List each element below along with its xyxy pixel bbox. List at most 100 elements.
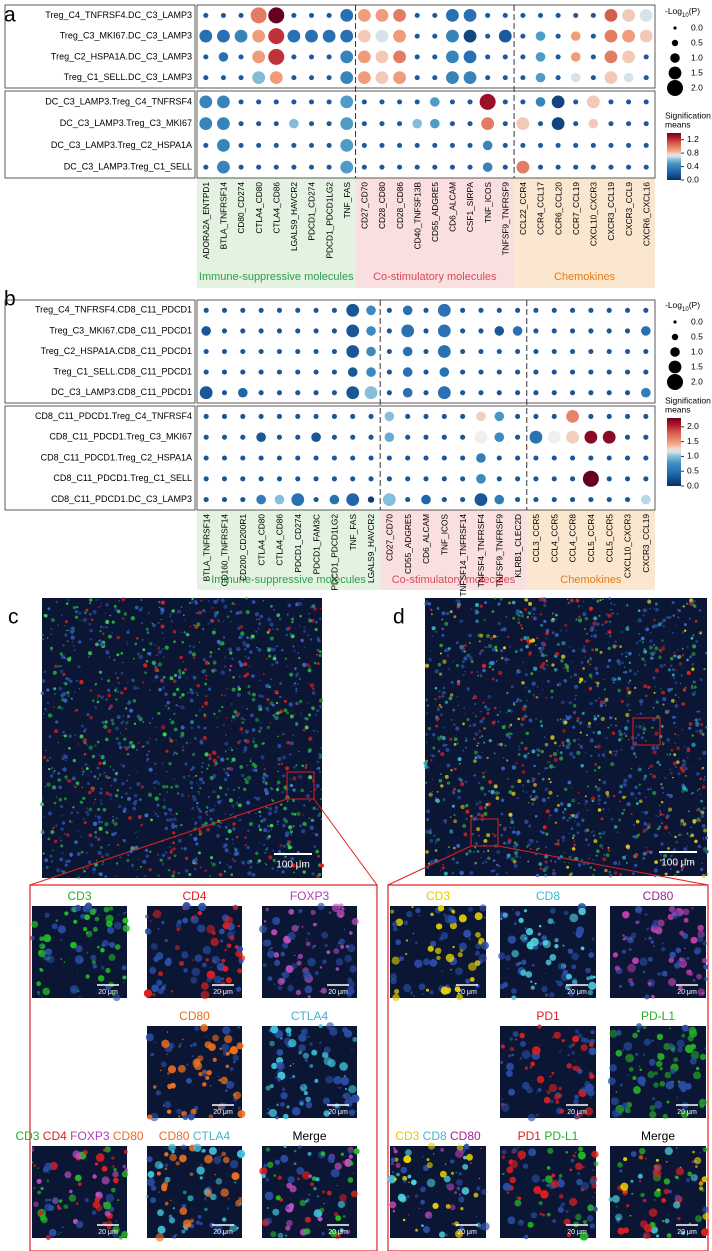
cell	[695, 1165, 698, 1168]
cell	[281, 790, 284, 794]
cell	[521, 784, 525, 787]
cell	[679, 957, 683, 962]
cell	[325, 1075, 334, 1084]
cell	[552, 617, 555, 621]
cell	[429, 754, 432, 756]
cell	[526, 636, 530, 639]
cell	[499, 823, 502, 827]
cell	[601, 830, 606, 836]
cell	[627, 695, 629, 697]
cell	[563, 1218, 571, 1226]
cell	[209, 651, 213, 654]
cell	[147, 612, 150, 614]
cell	[105, 698, 108, 701]
cell	[665, 919, 667, 921]
cell	[614, 640, 617, 643]
cell	[247, 684, 251, 688]
scale-label: 20 μm	[567, 989, 587, 996]
cell	[173, 640, 176, 644]
cell	[685, 989, 688, 992]
size-legend-dot	[667, 80, 683, 96]
cell	[74, 691, 76, 693]
cell	[674, 704, 679, 708]
dot	[430, 118, 440, 129]
dot	[322, 29, 336, 43]
cell	[403, 1155, 412, 1164]
cell	[598, 614, 601, 617]
cell	[694, 839, 698, 844]
cell	[633, 672, 637, 676]
cell	[160, 1061, 167, 1068]
cell	[57, 778, 61, 782]
cell	[41, 831, 45, 835]
cell	[270, 604, 273, 608]
cell	[491, 610, 495, 613]
cell	[205, 1036, 207, 1038]
cell	[170, 720, 175, 725]
cell	[679, 1166, 682, 1169]
cell	[532, 693, 535, 696]
cell	[437, 736, 442, 741]
cell	[554, 651, 560, 657]
cell	[56, 868, 61, 873]
cell	[126, 779, 129, 782]
dot	[393, 71, 406, 85]
cell	[50, 829, 55, 834]
dot	[295, 390, 301, 396]
cell	[440, 713, 444, 717]
cell	[163, 799, 166, 801]
dot	[289, 118, 299, 129]
cell	[226, 757, 229, 761]
cell	[481, 751, 483, 753]
dot	[423, 434, 429, 440]
dot	[608, 164, 614, 170]
cell	[107, 926, 115, 934]
cell	[260, 755, 265, 760]
dot	[386, 307, 392, 313]
cell	[135, 636, 139, 640]
cell	[295, 689, 298, 693]
cell	[488, 779, 493, 784]
dot	[240, 455, 246, 461]
channel-label-part: PD-L1	[544, 1129, 578, 1143]
cell	[181, 1038, 184, 1041]
cell	[559, 756, 564, 761]
cell	[336, 1184, 338, 1187]
cell	[83, 818, 85, 820]
cell	[99, 629, 102, 633]
cell	[296, 601, 298, 604]
cell	[194, 868, 197, 871]
cell	[652, 750, 657, 755]
cell	[265, 1147, 271, 1152]
cell	[320, 1151, 326, 1157]
cell	[615, 724, 617, 727]
cell	[481, 791, 483, 793]
cell	[152, 623, 156, 628]
dot	[502, 75, 508, 81]
cell	[648, 981, 652, 986]
cell	[587, 661, 590, 664]
cell	[688, 655, 693, 659]
cell	[681, 1033, 686, 1038]
dot	[588, 413, 594, 419]
dot	[533, 476, 539, 482]
cell	[160, 607, 165, 612]
cell	[446, 763, 451, 768]
cell	[190, 726, 194, 730]
cell	[300, 638, 304, 643]
cell	[187, 1113, 195, 1121]
dot	[405, 476, 411, 482]
cell	[48, 735, 52, 739]
scale-label: 100 μm	[276, 860, 310, 871]
cell	[502, 1182, 511, 1191]
cell	[73, 649, 76, 652]
cell	[589, 738, 594, 743]
cell	[293, 713, 296, 715]
cell	[469, 871, 474, 875]
cell	[288, 825, 293, 830]
dot	[467, 121, 473, 127]
cell	[387, 1174, 397, 1184]
cell	[149, 642, 153, 646]
dot	[331, 328, 337, 334]
cell	[59, 836, 61, 839]
